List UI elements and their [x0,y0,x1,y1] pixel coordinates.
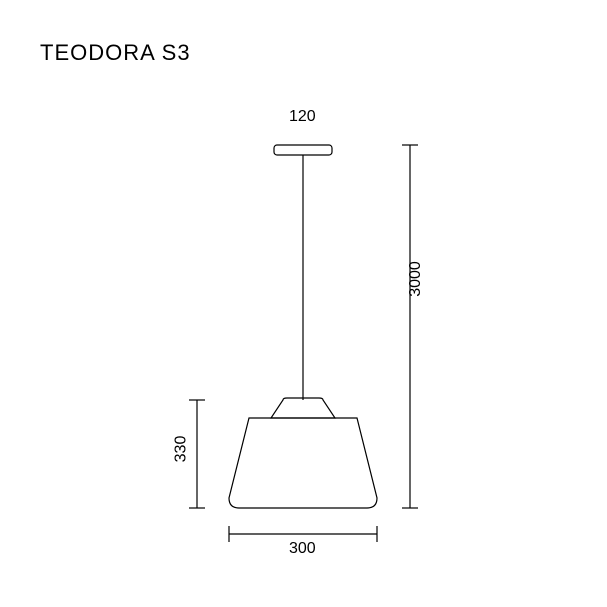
technical-drawing [0,0,607,607]
